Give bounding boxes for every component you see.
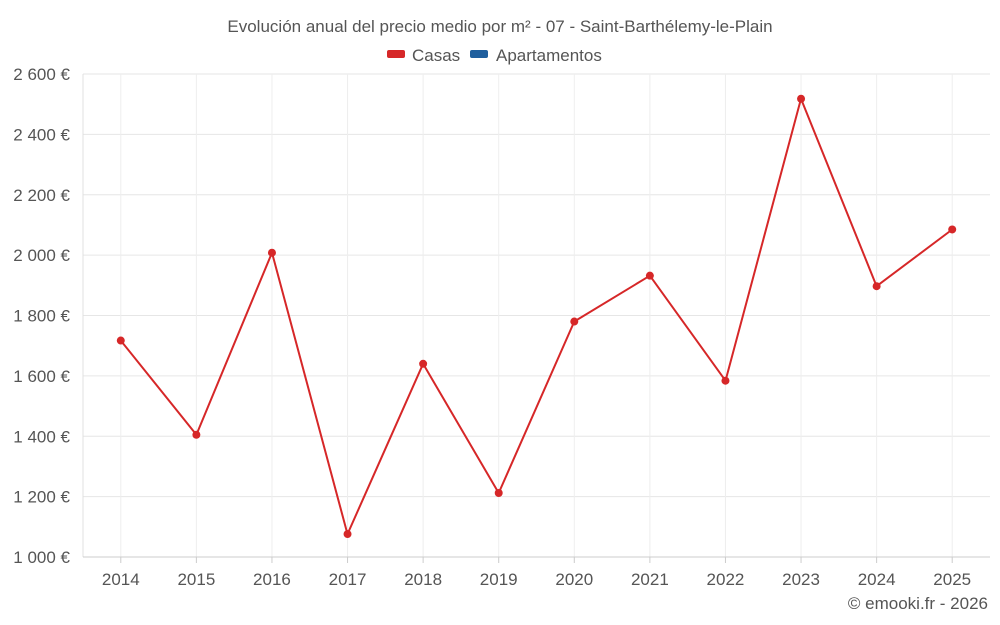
x-tick-label: 2023 — [782, 570, 820, 589]
x-tick-label: 2025 — [933, 570, 971, 589]
legend-swatch-apartamentos — [470, 50, 488, 58]
data-point-casas-2015[interactable] — [192, 430, 201, 439]
y-tick-label: 1 800 € — [13, 307, 70, 326]
y-tick-label: 2 400 € — [13, 125, 70, 144]
legend-item-casas[interactable]: Casas — [387, 46, 460, 65]
x-tick-label: 2021 — [631, 570, 669, 589]
data-point-casas-2014[interactable] — [116, 336, 125, 345]
legend-label-casas: Casas — [412, 46, 460, 65]
x-tick-label: 2016 — [253, 570, 291, 589]
y-tick-label: 1 400 € — [13, 427, 70, 446]
data-point-casas-2017[interactable] — [343, 530, 352, 539]
data-point-casas-2022[interactable] — [721, 376, 730, 385]
y-tick-label: 2 600 € — [13, 65, 70, 84]
y-tick-label: 1 600 € — [13, 367, 70, 386]
credit-text: © emooki.fr - 2026 — [848, 594, 988, 613]
legend-item-apartamentos[interactable]: Apartamentos — [470, 46, 602, 65]
chart-title: Evolución anual del precio medio por m² … — [227, 17, 772, 36]
y-tick-label: 1 000 € — [13, 548, 70, 567]
data-point-casas-2016[interactable] — [267, 248, 276, 257]
y-tick-label: 2 000 € — [13, 246, 70, 265]
x-tick-label: 2022 — [707, 570, 745, 589]
data-point-casas-2018[interactable] — [419, 359, 428, 368]
legend-label-apartamentos: Apartamentos — [496, 46, 602, 65]
legend: Casas Apartamentos — [387, 46, 602, 65]
series — [116, 94, 957, 539]
grid — [83, 73, 990, 558]
y-tick-label: 2 200 € — [13, 186, 70, 205]
axes: 1 000 € 1 200 € 1 400 € 1 600 € 1 800 € 2 000… — [13, 65, 990, 589]
series-line-casas — [120, 97, 953, 536]
data-point-casas-2019[interactable] — [494, 489, 503, 498]
x-tick-label: 2024 — [858, 570, 896, 589]
x-tick-label: 2014 — [102, 570, 140, 589]
legend-swatch-casas — [387, 50, 405, 58]
y-tick-label: 1 200 € — [13, 488, 70, 507]
x-tick-label: 2019 — [480, 570, 518, 589]
data-point-casas-2023[interactable] — [797, 94, 806, 103]
x-tick-label: 2015 — [177, 570, 215, 589]
x-tick-label: 2018 — [404, 570, 442, 589]
x-tick-label: 2020 — [555, 570, 593, 589]
data-point-casas-2025[interactable] — [948, 225, 957, 234]
data-point-casas-2024[interactable] — [872, 282, 881, 291]
data-point-casas-2020[interactable] — [570, 317, 579, 326]
data-point-casas-2021[interactable] — [645, 271, 654, 280]
x-tick-label: 2017 — [329, 570, 367, 589]
